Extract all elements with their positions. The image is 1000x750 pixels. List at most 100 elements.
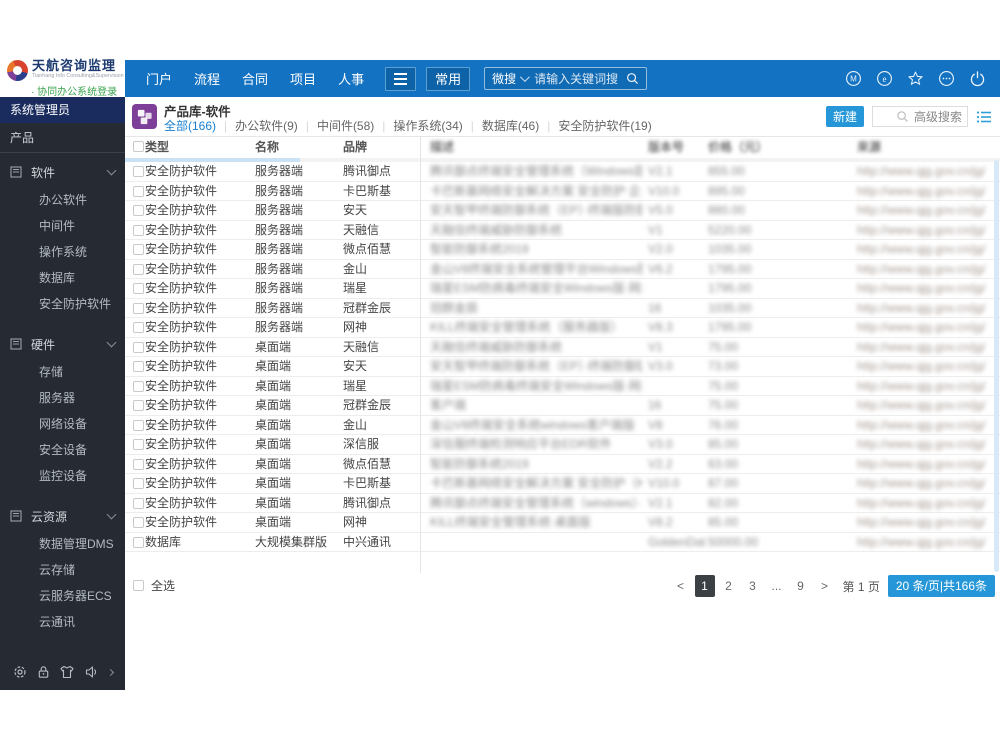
table-row[interactable]: 安全防护软件 服务器端 网神 KILL终端安全管理系统（服务器版） V8.3 1… bbox=[125, 318, 1000, 338]
table-row[interactable]: 安全防护软件 桌面端 金山 金山V8终端安全系统windows客户端版 V8 7… bbox=[125, 416, 1000, 435]
sidebar-item[interactable]: 云通讯 bbox=[39, 615, 76, 629]
global-search[interactable]: 微搜 请输入关键词搜 bbox=[484, 67, 648, 90]
page-button[interactable]: 2 bbox=[725, 579, 732, 593]
more-options-icon[interactable] bbox=[938, 70, 955, 87]
nav-menu-button[interactable] bbox=[385, 66, 417, 91]
row-checkbox[interactable] bbox=[133, 322, 144, 333]
row-checkbox[interactable] bbox=[133, 185, 144, 197]
table-row[interactable]: 安全防护软件 桌面端 腾讯御点 腾讯御点终端安全管理系统（windows）· V2… bbox=[125, 494, 1000, 513]
e-chat-icon[interactable]: e bbox=[876, 70, 893, 87]
page-button[interactable]: 9 bbox=[797, 579, 804, 593]
sidebar-item[interactable]: 云存储 bbox=[39, 563, 76, 577]
table-row[interactable]: 安全防护软件 服务器端 安天 安天智甲终端防御系统（EP）·终端版防御版 V5.… bbox=[125, 201, 1000, 221]
table-row[interactable]: 安全防护软件 服务器端 卡巴斯基 卡巴斯基网络安全解决方案 安全防护 企业版（K… bbox=[125, 182, 1000, 201]
sidebar-group-header-hardware[interactable]: 硬件 bbox=[0, 329, 125, 359]
filter-tab[interactable]: 中间件(58) bbox=[316, 119, 375, 133]
sidebar-item[interactable]: 存储 bbox=[39, 365, 64, 379]
sidebar-item[interactable]: 安全设备 bbox=[39, 443, 88, 457]
table-row[interactable]: 安全防护软件 桌面端 天融信 天融信终端威胁防御系统 V1 75.00 http… bbox=[125, 338, 1000, 357]
table-row[interactable]: 安全防护软件 桌面端 卡巴斯基 卡巴斯基网络安全解决方案 安全防护（KES）·K… bbox=[125, 474, 1000, 494]
sidebar-item[interactable]: 办公软件 bbox=[39, 193, 88, 207]
sidebar-item[interactable]: 数据库 bbox=[39, 271, 76, 285]
table-row[interactable]: 安全防护软件 服务器端 金山 金山V8终端安全系统管理平台Windows服务器版… bbox=[125, 260, 1000, 279]
sound-speaker-icon[interactable] bbox=[84, 664, 100, 680]
row-checkbox[interactable] bbox=[133, 205, 144, 216]
prev-page-button[interactable]: < bbox=[676, 579, 684, 593]
m-badge-icon[interactable]: M bbox=[845, 70, 862, 87]
page-size-info[interactable]: 20 条/页|共166条 bbox=[887, 575, 995, 597]
row-checkbox[interactable] bbox=[133, 458, 144, 470]
filter-tab[interactable]: 安全防护软件(19) bbox=[558, 119, 652, 133]
sidebar-item[interactable]: 监控设备 bbox=[39, 469, 88, 483]
sidebar-item[interactable]: 安全防护软件 bbox=[39, 297, 112, 311]
column-header-source-blurred[interactable]: 来源 bbox=[857, 140, 882, 154]
column-header-type[interactable]: 类型 bbox=[145, 140, 170, 154]
table-row[interactable]: 数据库 大规模集群版 中兴通讯 GoldenData s... 50000.00… bbox=[125, 533, 1000, 552]
horizontal-scrollbar[interactable] bbox=[125, 158, 1000, 162]
row-checkbox[interactable] bbox=[133, 361, 144, 372]
select-all-checkbox[interactable] bbox=[133, 580, 144, 591]
row-checkbox[interactable] bbox=[133, 478, 144, 489]
new-button[interactable]: 新建 bbox=[826, 106, 864, 127]
hscroll-thumb[interactable] bbox=[125, 158, 300, 162]
collapse-chevron-icon[interactable] bbox=[106, 668, 114, 676]
column-header-version-blurred[interactable]: 版本号 bbox=[648, 140, 685, 154]
table-row[interactable]: 安全防护软件 服务器端 冠群金辰 冠群金辰 16 1035.00 http://… bbox=[125, 299, 1000, 318]
nav-tab[interactable]: 流程 bbox=[194, 72, 221, 87]
select-all-checkbox[interactable] bbox=[133, 141, 144, 152]
row-checkbox[interactable] bbox=[133, 536, 144, 548]
sidebar-item[interactable]: 服务器 bbox=[39, 391, 76, 405]
row-checkbox[interactable] bbox=[133, 517, 144, 528]
column-header-brand[interactable]: 品牌 bbox=[343, 140, 368, 154]
filter-tab[interactable]: 全部(166) bbox=[164, 119, 217, 133]
sidebar-item[interactable]: 网络设备 bbox=[39, 417, 88, 431]
search-icon[interactable] bbox=[896, 110, 909, 123]
select-all-label[interactable]: 全选 bbox=[151, 579, 176, 593]
table-row[interactable]: 安全防护软件 服务器端 瑞星 瑞星ESM防病毒终端安全Windows版·网络版 … bbox=[125, 279, 1000, 299]
sidebar-module-product[interactable]: 产品 bbox=[0, 123, 125, 153]
oa-login-link[interactable]: · 协同办公系统登录 bbox=[31, 87, 118, 98]
settings-gear-icon[interactable] bbox=[12, 664, 28, 680]
sidebar-group-header-cloud[interactable]: 云资源 bbox=[0, 501, 125, 531]
table-row[interactable]: 安全防护软件 桌面端 微点佰慧 智能防御系统2019 V2.2 63.00 ht… bbox=[125, 455, 1000, 474]
row-checkbox[interactable] bbox=[133, 283, 144, 294]
row-checkbox[interactable] bbox=[133, 419, 144, 431]
column-header-price-blurred[interactable]: 价格（元） bbox=[708, 140, 769, 154]
sidebar-group-header-software[interactable]: 软件 bbox=[0, 157, 125, 187]
table-row[interactable]: 安全防护软件 服务器端 天融信 天融信终端威胁防御系统 V1 5220.00 h… bbox=[125, 221, 1000, 240]
table-row[interactable]: 安全防护软件 桌面端 瑞星 瑞星ESM防病毒终端安全Windows版·网络版 7… bbox=[125, 377, 1000, 396]
lock-icon[interactable] bbox=[36, 664, 51, 680]
vertical-scrollbar[interactable] bbox=[994, 160, 999, 572]
list-view-icon[interactable] bbox=[976, 110, 992, 124]
table-row[interactable]: 安全防护软件 桌面端 安天 安天智甲终端防御系统（EP）·终端防御版 V3.0 … bbox=[125, 357, 1000, 377]
row-checkbox[interactable] bbox=[133, 302, 144, 314]
sidebar-item[interactable]: 中间件 bbox=[39, 219, 76, 233]
page-button[interactable]: 1 bbox=[694, 575, 715, 597]
power-logout-icon[interactable] bbox=[969, 70, 986, 87]
nav-tab[interactable]: 项目 bbox=[290, 72, 317, 87]
page-jump-label[interactable]: 第 1 页 bbox=[842, 579, 880, 594]
search-scope-dropdown[interactable]: 微搜 bbox=[492, 72, 517, 86]
nav-tab[interactable]: 人事 bbox=[338, 72, 365, 87]
theme-shirt-icon[interactable] bbox=[59, 664, 75, 680]
row-checkbox[interactable] bbox=[133, 380, 144, 392]
row-checkbox[interactable] bbox=[133, 341, 144, 353]
nav-tab-common[interactable]: 常用 bbox=[426, 66, 471, 91]
table-row[interactable]: 安全防护软件 服务器端 微点佰慧 智能防御系统2019 V2.0 1035.00… bbox=[125, 240, 1000, 260]
sidebar-item[interactable]: 云服务器ECS bbox=[39, 589, 112, 603]
table-search-box[interactable]: 高级搜索 bbox=[872, 106, 968, 127]
page-button[interactable]: 3 bbox=[749, 579, 756, 593]
filter-tab[interactable]: 数据库(46) bbox=[481, 119, 540, 133]
row-checkbox[interactable] bbox=[133, 224, 144, 236]
row-checkbox[interactable] bbox=[133, 439, 144, 450]
advanced-search-link[interactable]: 高级搜索 bbox=[913, 110, 962, 124]
sidebar-item[interactable]: 操作系统 bbox=[39, 245, 88, 259]
search-icon[interactable] bbox=[626, 72, 639, 85]
row-checkbox[interactable] bbox=[133, 400, 144, 411]
table-row[interactable]: 安全防护软件 桌面端 冠群金辰 客户端 16 75.00 http://www.… bbox=[125, 396, 1000, 416]
nav-tab[interactable]: 合同 bbox=[242, 72, 269, 87]
row-checkbox[interactable] bbox=[133, 244, 144, 255]
table-row[interactable]: 安全防护软件 服务器端 腾讯御点 腾讯御点终端安全管理系统（Windows版） … bbox=[125, 162, 1000, 182]
row-checkbox[interactable] bbox=[133, 263, 144, 275]
table-row[interactable]: 安全防护软件 桌面端 深信服 深信服终端检测响应平台EDR软件 V3.0 85.… bbox=[125, 435, 1000, 455]
